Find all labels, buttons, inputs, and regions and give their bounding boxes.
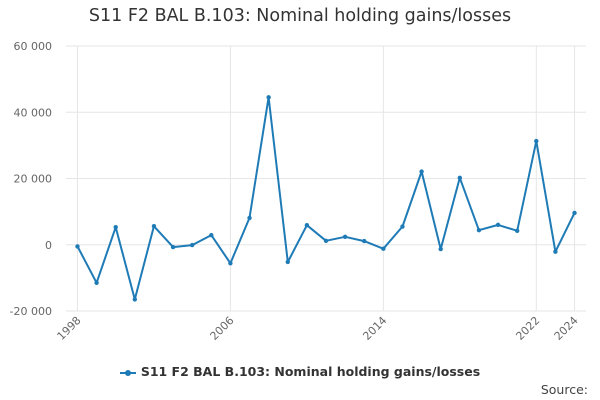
- data-point[interactable]: [266, 95, 271, 100]
- data-point[interactable]: [553, 249, 558, 254]
- data-point[interactable]: [572, 210, 577, 216]
- y-tick-label: 0: [45, 239, 52, 252]
- data-point[interactable]: [170, 244, 176, 250]
- data-point[interactable]: [476, 227, 482, 233]
- x-axis-ticks: 1998 2006 2014 2022 2024: [55, 314, 581, 343]
- legend-label: S11 F2 BAL B.103: Nominal holding gains/…: [140, 364, 481, 379]
- data-point[interactable]: [534, 138, 539, 144]
- legend[interactable]: S11 F2 BAL B.103: Nominal holding gains/…: [0, 364, 600, 379]
- y-tick-label: 40 000: [14, 106, 53, 119]
- data-point[interactable]: [132, 297, 138, 302]
- data-point[interactable]: [342, 234, 348, 239]
- data-point[interactable]: [151, 224, 157, 229]
- y-tick-label: 60 000: [14, 40, 53, 53]
- data-point[interactable]: [381, 246, 386, 251]
- y-tick-label: 20 000: [14, 173, 53, 186]
- data-point[interactable]: [304, 223, 310, 228]
- data-point[interactable]: [228, 261, 233, 266]
- x-tick-label: 2022: [513, 314, 542, 343]
- data-point[interactable]: [247, 215, 252, 221]
- data-point[interactable]: [400, 224, 405, 229]
- grid-lines: [66, 45, 586, 312]
- data-point[interactable]: [323, 238, 329, 243]
- data-point[interactable]: [457, 175, 463, 181]
- source-label: Source:: [540, 382, 588, 397]
- data-point[interactable]: [209, 232, 214, 238]
- x-tick-label: 2014: [360, 314, 389, 343]
- data-point[interactable]: [189, 242, 195, 248]
- chart-title: S11 F2 BAL B.103: Nominal holding gains/…: [88, 6, 512, 26]
- data-point[interactable]: [514, 228, 520, 234]
- series-line: [76, 96, 576, 301]
- y-tick-label: -20 000: [10, 305, 52, 318]
- data-point[interactable]: [94, 280, 99, 286]
- legend-line-marker-icon: [119, 368, 136, 378]
- data-point[interactable]: [438, 246, 443, 252]
- data-point[interactable]: [495, 222, 501, 228]
- series-layer: [75, 95, 577, 302]
- x-tick-label: 1998: [55, 314, 84, 343]
- data-point[interactable]: [285, 259, 290, 265]
- data-point[interactable]: [75, 244, 80, 249]
- x-tick-label: 2024: [552, 314, 581, 343]
- data-point[interactable]: [419, 169, 424, 174]
- y-axis-ticks: -20 000 0 20 000 40 000 60 000: [10, 40, 52, 318]
- data-point[interactable]: [113, 224, 118, 230]
- x-tick-label: 2006: [208, 314, 237, 343]
- data-point[interactable]: [362, 238, 367, 244]
